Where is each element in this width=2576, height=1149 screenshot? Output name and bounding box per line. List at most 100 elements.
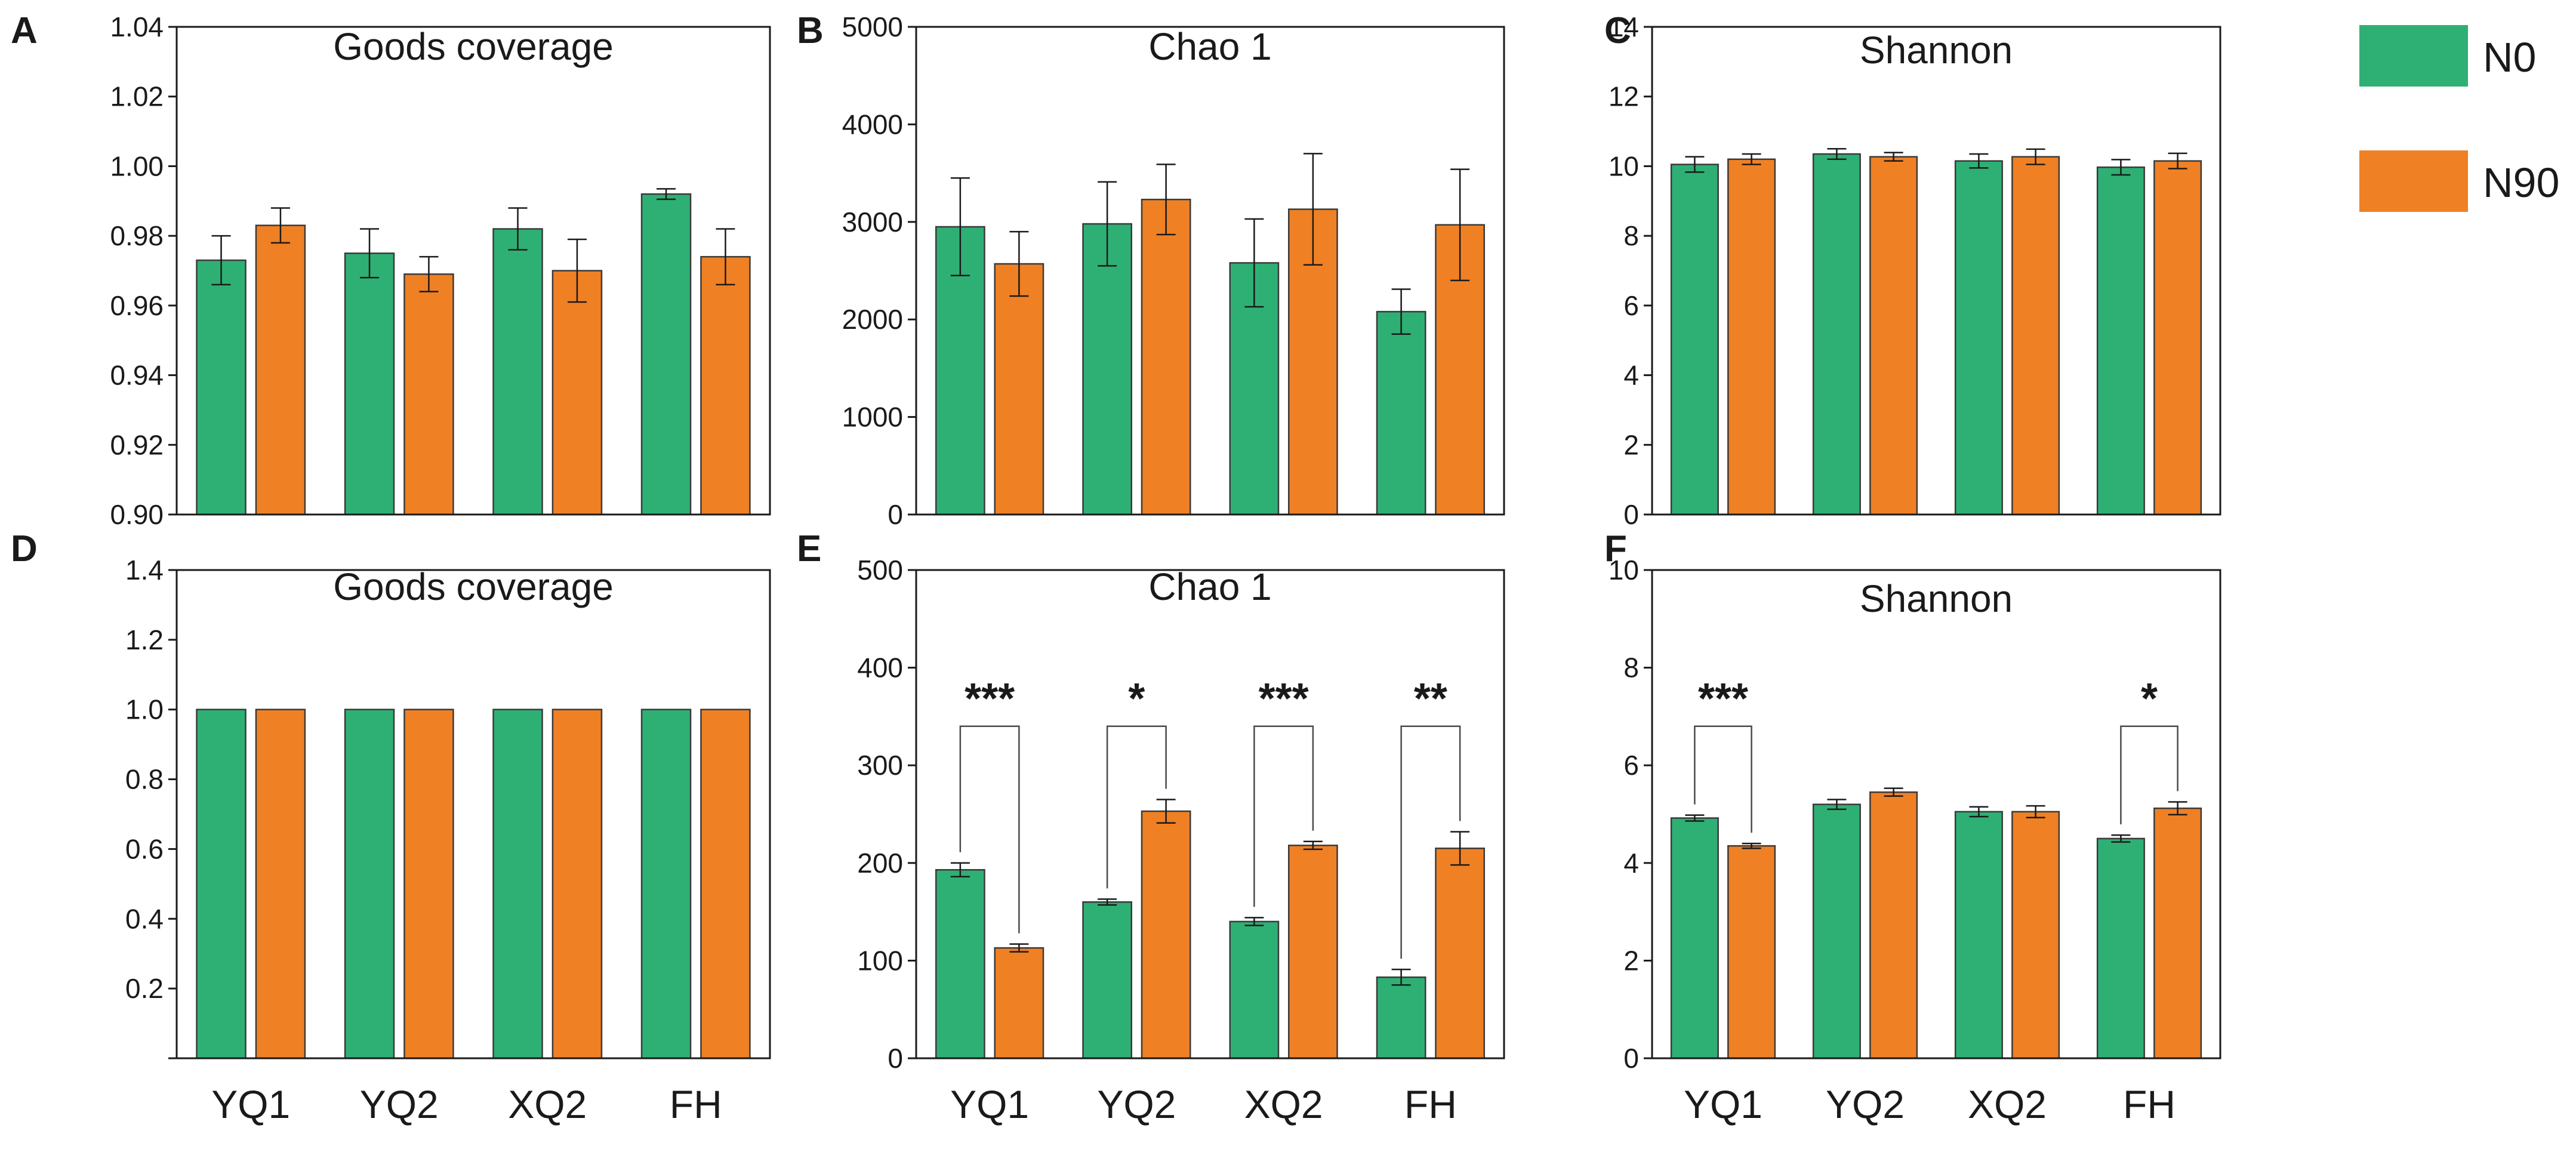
bar-n0-xq2 bbox=[1954, 811, 2003, 1059]
y-tick-label: 1000 bbox=[842, 402, 903, 433]
y-tick-label: 0 bbox=[1623, 499, 1639, 530]
y-tick-label: 6 bbox=[1623, 290, 1639, 321]
bar-n0-yq2 bbox=[1812, 153, 1861, 516]
bar-n0-yq1 bbox=[1670, 164, 1719, 516]
bar-n90-yq2 bbox=[403, 709, 454, 1059]
y-tick-label: 0.98 bbox=[110, 220, 164, 251]
y-tick-label: 4000 bbox=[842, 109, 903, 140]
y-tick-label: 200 bbox=[857, 848, 903, 879]
legend: N0 N90 bbox=[2359, 25, 2559, 212]
y-tick-label: 1.00 bbox=[110, 150, 164, 181]
y-tick-label: 0 bbox=[888, 1043, 903, 1074]
y-tick-label: 100 bbox=[857, 945, 903, 976]
bar-n90-fh bbox=[1435, 848, 1486, 1059]
x-tick-label: FH bbox=[2123, 1082, 2176, 1126]
bar-n90-fh bbox=[700, 709, 751, 1059]
panel-letter: E bbox=[797, 528, 821, 569]
panel-letter: A bbox=[11, 10, 38, 51]
significance-bracket bbox=[1694, 725, 1752, 833]
panel-letter: F bbox=[1604, 528, 1627, 569]
plot-frame bbox=[915, 569, 1505, 1059]
significance-label: *** bbox=[965, 675, 1015, 723]
y-tick-label: 2 bbox=[1623, 945, 1639, 976]
significance-label: * bbox=[1128, 675, 1145, 723]
bar-n0-yq2 bbox=[1812, 803, 1861, 1059]
bar-n90-xq2 bbox=[551, 270, 603, 516]
bar-n0-xq2 bbox=[1954, 160, 2003, 516]
bar-n0-xq2 bbox=[1229, 920, 1280, 1059]
y-tick-label: 0 bbox=[1623, 1043, 1639, 1074]
bar-n0-yq1 bbox=[1670, 817, 1719, 1059]
bar-n0-fh bbox=[1376, 976, 1426, 1059]
bar-n0-yq2 bbox=[344, 252, 395, 516]
x-tick-label: FH bbox=[1404, 1082, 1457, 1126]
bar-n0-yq2 bbox=[344, 709, 395, 1059]
bar-n0-yq1 bbox=[196, 259, 246, 516]
y-tick-label: 2 bbox=[1623, 429, 1639, 460]
y-tick-label: 0.94 bbox=[110, 360, 164, 391]
bar-n0-fh bbox=[640, 709, 692, 1059]
panel-title: Shannon bbox=[1860, 29, 2013, 72]
plot-frame bbox=[175, 569, 771, 1059]
y-tick-label: 8 bbox=[1623, 652, 1639, 683]
y-tick-label: 1.4 bbox=[125, 555, 164, 586]
y-tick-label: 2000 bbox=[842, 304, 903, 335]
y-tick-label: 5000 bbox=[842, 11, 903, 42]
significance-label: *** bbox=[1259, 675, 1309, 723]
x-tick-label: XQ2 bbox=[1244, 1082, 1323, 1126]
y-tick-label: 500 bbox=[857, 555, 903, 586]
bar-n90-xq2 bbox=[2011, 811, 2060, 1059]
x-tick-label: FH bbox=[670, 1082, 722, 1126]
panel-letter: D bbox=[11, 528, 38, 569]
panel-b: B Chao 1 0 1000 2000 3000 4000 5000 bbox=[797, 10, 1505, 530]
bar-n90-yq1 bbox=[994, 263, 1044, 516]
bar-n0-yq2 bbox=[1082, 223, 1133, 516]
y-tick-label: 400 bbox=[857, 652, 903, 683]
plot-frame bbox=[915, 26, 1505, 516]
panel-d: D Goods coverage 0.2 0.4 0.6 0.8 1.0 1.2 1.4 YQ1 Y… bbox=[11, 528, 771, 1126]
panel-title: Goods coverage bbox=[333, 565, 614, 608]
significance-bracket bbox=[1106, 725, 1167, 889]
y-tick-label: 1.0 bbox=[125, 694, 164, 725]
y-tick-label: 4 bbox=[1623, 360, 1639, 391]
x-tick-label: YQ1 bbox=[950, 1082, 1029, 1126]
significance-bracket bbox=[1400, 725, 1461, 959]
legend-swatch-n0 bbox=[2359, 25, 2468, 87]
bar-n90-yq1 bbox=[255, 224, 306, 516]
legend-label: N0 bbox=[2483, 34, 2536, 81]
legend-label: N90 bbox=[2483, 159, 2559, 206]
panel-title: Shannon bbox=[1860, 577, 2013, 620]
x-tick-label: XQ2 bbox=[1968, 1082, 2047, 1126]
bar-n0-yq1 bbox=[935, 869, 985, 1059]
x-tick-label: XQ2 bbox=[508, 1082, 587, 1126]
panel-title: Goods coverage bbox=[333, 25, 614, 68]
bar-n0-xq2 bbox=[492, 228, 543, 516]
bar-n90-yq1 bbox=[1727, 158, 1776, 516]
x-tick-label: YQ1 bbox=[1684, 1082, 1762, 1126]
significance-bracket bbox=[2120, 725, 2178, 825]
y-tick-label: 12 bbox=[1609, 81, 1639, 112]
y-tick-label: 4 bbox=[1623, 848, 1639, 879]
y-tick-label: 0.8 bbox=[125, 764, 164, 795]
y-tick-label: 3000 bbox=[842, 207, 903, 238]
significance-bracket bbox=[1253, 725, 1314, 907]
y-tick-label: 8 bbox=[1623, 220, 1639, 251]
y-tick-label: 1.02 bbox=[110, 81, 164, 112]
y-tick-label: 0.92 bbox=[110, 429, 164, 460]
bar-n90-yq1 bbox=[1727, 845, 1776, 1059]
significance-label: * bbox=[2141, 675, 2158, 723]
bar-n0-fh bbox=[1376, 310, 1426, 516]
bar-n90-yq2 bbox=[403, 273, 454, 516]
y-tick-label: 0.2 bbox=[125, 973, 164, 1004]
panel-letter: C bbox=[1604, 10, 1631, 51]
bar-n90-yq2 bbox=[1869, 156, 1918, 516]
bar-n0-yq2 bbox=[1082, 901, 1133, 1059]
panel-a: A Goods coverage 0.90 0.92 0.94 0.96 0.98 1.00 1… bbox=[11, 10, 771, 530]
x-tick-label: YQ2 bbox=[1097, 1082, 1176, 1126]
y-tick-label: 0.90 bbox=[110, 499, 164, 530]
y-tick-label: 6 bbox=[1623, 750, 1639, 781]
y-tick-label: 10 bbox=[1609, 555, 1639, 586]
